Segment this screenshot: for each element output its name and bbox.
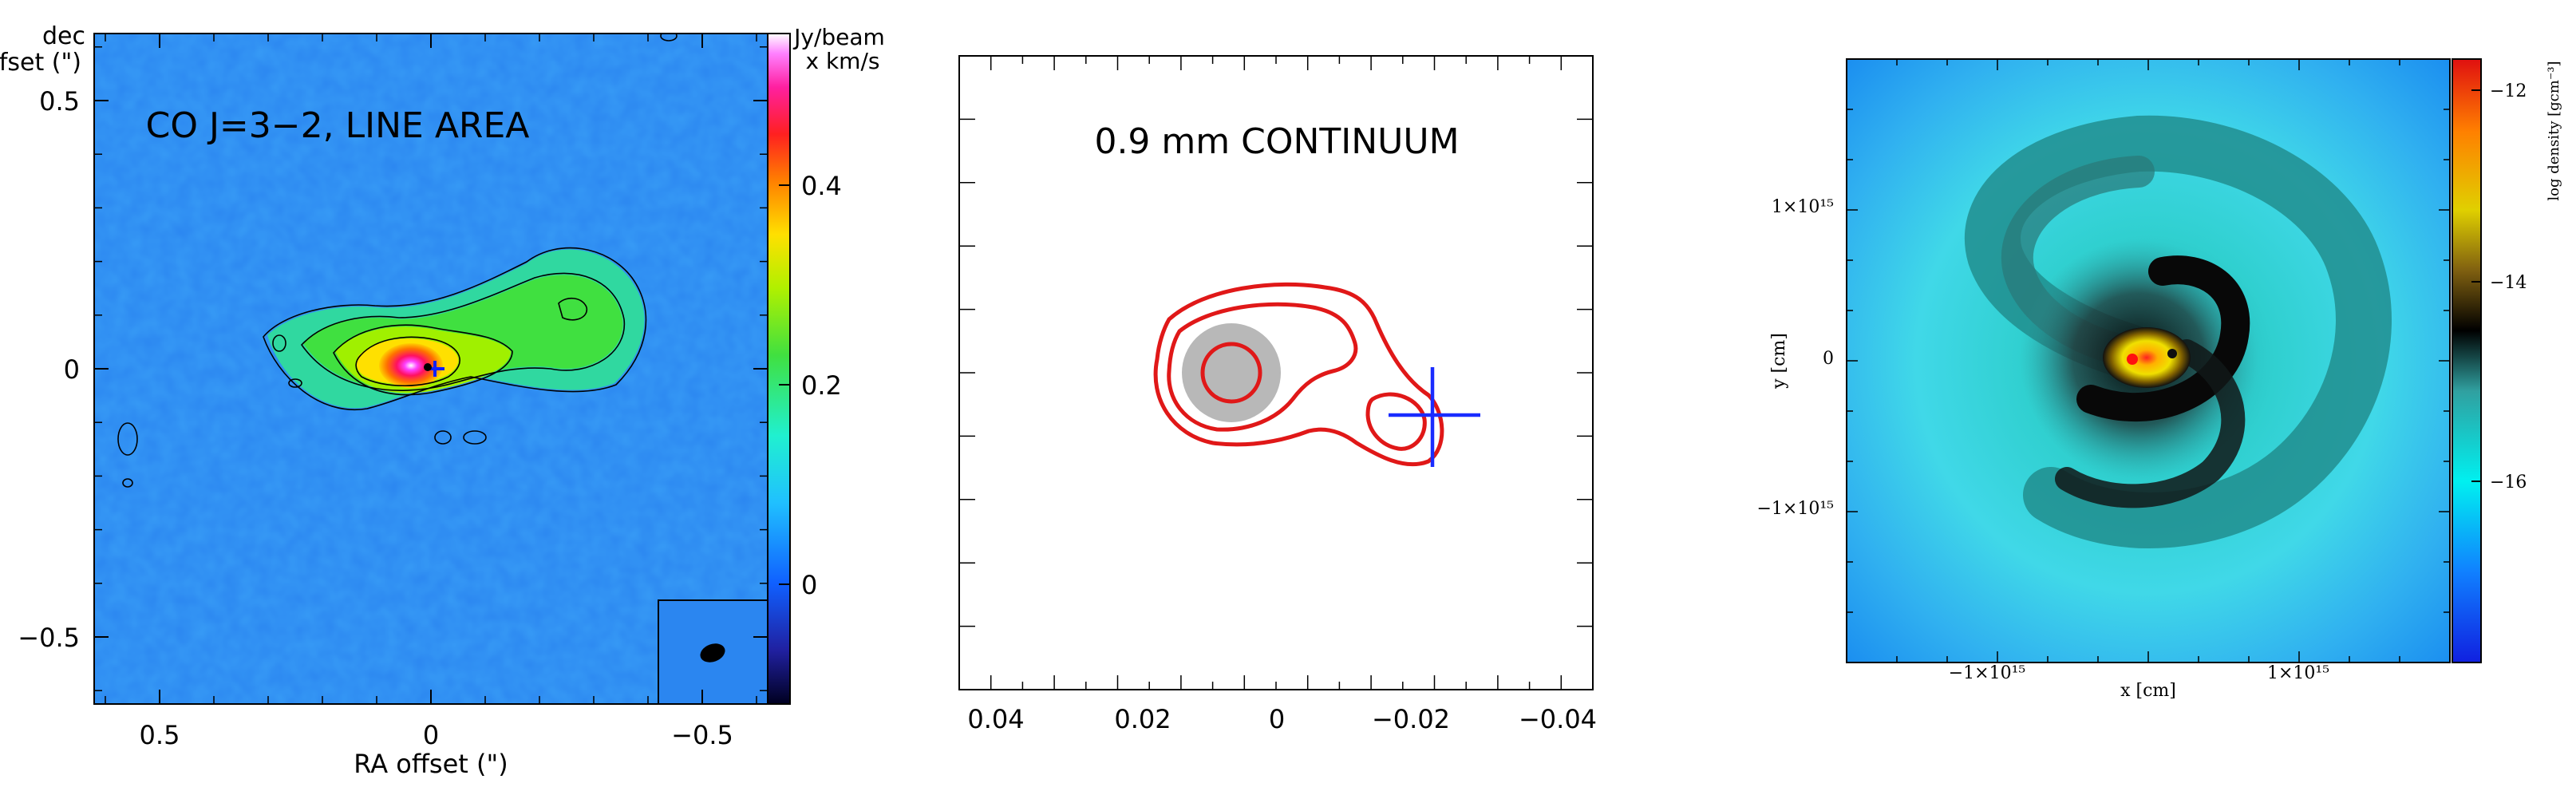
mid-xtick-neg0.04: −0.04 xyxy=(1519,704,1597,734)
left-title: CO J=3−2, LINE AREA xyxy=(146,105,530,146)
left-cbar-tick-0: 0 xyxy=(801,570,817,600)
middle-tick-labels: 0.04 0.02 0 −0.02 −0.04 xyxy=(967,704,1597,734)
left-ytick-0: 0 xyxy=(64,354,80,385)
right-cbar-tick-neg14: −14 xyxy=(2490,273,2527,293)
continuum-gray-core xyxy=(1182,323,1281,422)
mid-xtick-0.04: 0.04 xyxy=(967,704,1024,734)
mid-xtick-0: 0 xyxy=(1269,704,1285,734)
left-colorbar xyxy=(768,34,790,704)
left-cbar-label-2: x km/s xyxy=(806,48,880,74)
co-peak-dot xyxy=(424,363,432,371)
right-ytick-0: 0 xyxy=(1823,349,1834,369)
middle-panel: 0.9 mm CONTINUUM 0.04 0.02 0 −0.02 −0.04 xyxy=(959,56,1597,734)
left-cbar-tick-0.4: 0.4 xyxy=(801,171,842,201)
sim-density-image xyxy=(1847,59,2450,662)
middle-title: 0.9 mm CONTINUUM xyxy=(1094,121,1459,162)
left-cbar-label-1: Jy/beam xyxy=(792,24,885,50)
right-cbar-label: log density [gcm⁻³] xyxy=(2546,61,2562,200)
left-panel: CO J=3−2, LINE AREA dec offset (") RA of… xyxy=(0,22,885,779)
right-ytick-neg1e15: −1×10¹⁵ xyxy=(1757,499,1835,519)
mid-xtick-0.02: 0.02 xyxy=(1114,704,1171,734)
mid-xtick-neg0.02: −0.02 xyxy=(1372,704,1450,734)
left-xlabel: RA offset (") xyxy=(354,749,508,779)
right-cbar-tick-neg12: −12 xyxy=(2490,81,2527,101)
left-ytick-0.5: 0.5 xyxy=(39,86,80,117)
right-xlabel: x [cm] xyxy=(2120,681,2176,701)
left-xtick-0.5: 0.5 xyxy=(140,720,180,750)
right-ylabel: y [cm] xyxy=(1769,333,1789,390)
left-xtick-neg0.5: −0.5 xyxy=(671,720,733,750)
core-center xyxy=(2127,354,2138,365)
dense-core xyxy=(2103,327,2191,388)
figure-canvas: CO J=3−2, LINE AREA dec offset (") RA of… xyxy=(0,0,2576,795)
left-ylabel-2: offset (") xyxy=(0,49,81,77)
left-ylabel-1: dec xyxy=(42,22,85,50)
left-ytick-neg0.5: −0.5 xyxy=(18,623,80,653)
right-cbar-tick-neg16: −16 xyxy=(2490,473,2527,492)
right-ytick-1e15: 1×10¹⁵ xyxy=(1772,197,1834,217)
secondary-clump xyxy=(2167,349,2177,358)
left-xtick-0: 0 xyxy=(423,720,439,750)
right-panel: −1×10¹⁵ 1×10¹⁵ 1×10¹⁵ 0 −1×10¹⁵ −12 −14 … xyxy=(1757,59,2563,701)
right-xtick-1e15: 1×10¹⁵ xyxy=(2267,663,2329,683)
right-xtick-neg1e15: −1×10¹⁵ xyxy=(1949,663,2026,683)
right-colorbar xyxy=(2452,59,2481,662)
left-cbar-tick-0.2: 0.2 xyxy=(801,370,842,401)
